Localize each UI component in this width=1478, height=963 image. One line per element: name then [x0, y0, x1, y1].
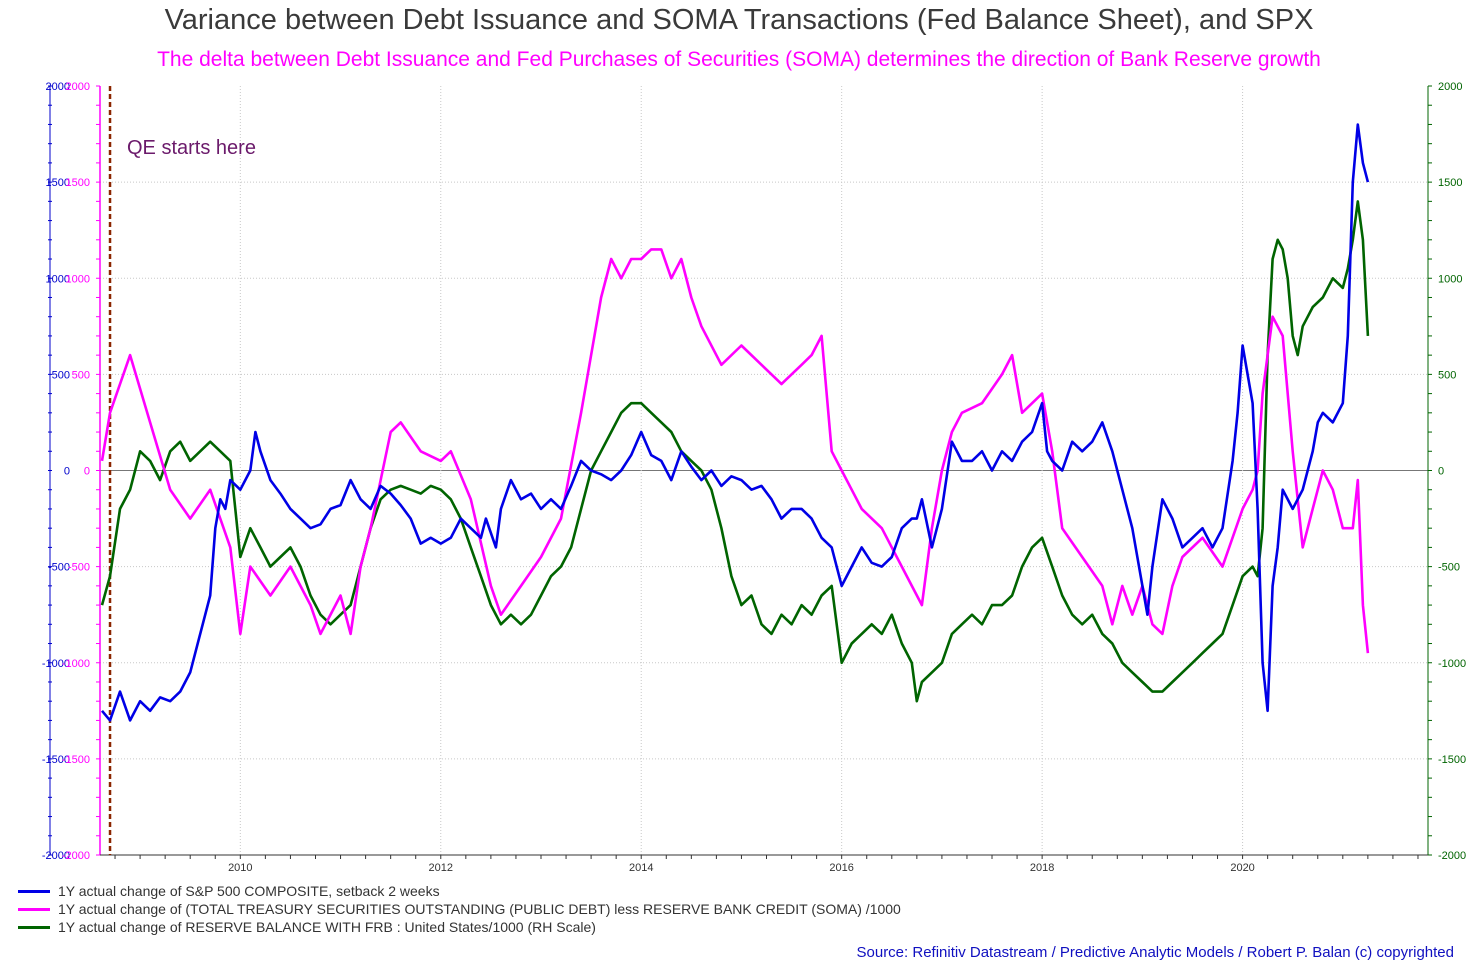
legend-item-reserves: 1Y actual change of RESERVE BALANCE WITH… — [18, 918, 901, 936]
chart-title: Variance between Debt Issuance and SOMA … — [164, 4, 1314, 36]
legend-item-spx: 1Y actual change of S&P 500 COMPOSITE, s… — [18, 882, 901, 900]
source-credit: Source: Refinitiv Datastream / Predictiv… — [856, 944, 1455, 961]
x-tick-label: 2016 — [829, 862, 853, 874]
left2-tick-label: -2000 — [62, 850, 90, 862]
qe-annotation: QE starts here — [127, 137, 256, 159]
right-tick-label: -1000 — [1438, 658, 1466, 670]
right-tick-label: 1000 — [1438, 273, 1462, 285]
left-tick-label: 2000 — [46, 81, 70, 93]
left2-tick-label: -1000 — [62, 658, 90, 670]
x-tick-label: 2010 — [228, 862, 252, 874]
legend-swatch-delta — [18, 907, 50, 911]
right-tick-label: 1500 — [1438, 177, 1462, 189]
legend-item-delta: 1Y actual change of (TOTAL TREASURY SECU… — [18, 900, 901, 918]
x-tick-label: 2014 — [629, 862, 653, 874]
left-tick-label: 1000 — [46, 273, 70, 285]
right-tick-label: -2000 — [1438, 850, 1466, 862]
legend-label-delta: 1Y actual change of (TOTAL TREASURY SECU… — [58, 901, 901, 917]
left-tick-label: 1500 — [46, 177, 70, 189]
series-delta-line — [100, 248, 1370, 654]
right-tick-label: 500 — [1438, 369, 1456, 381]
left2-tick-label: 0 — [84, 466, 90, 478]
left2-tick-label: -1500 — [62, 754, 90, 766]
left2-tick-label: 500 — [72, 369, 90, 381]
legend: 1Y actual change of S&P 500 COMPOSITE, s… — [18, 882, 901, 936]
legend-label-spx: 1Y actual change of S&P 500 COMPOSITE, s… — [58, 883, 440, 899]
series-reserves-line — [100, 200, 1370, 703]
left2-tick-label: -500 — [68, 562, 90, 574]
left-tick-label: -500 — [48, 562, 70, 574]
chart-subtitle: The delta between Debt Issuance and Fed … — [157, 48, 1321, 71]
right-tick-label: -500 — [1438, 562, 1460, 574]
legend-label-reserves: 1Y actual change of RESERVE BALANCE WITH… — [58, 919, 596, 935]
left-tick-label: 0 — [64, 466, 70, 478]
x-tick-label: 2020 — [1230, 862, 1254, 874]
x-tick-label: 2018 — [1030, 862, 1054, 874]
right-tick-label: 2000 — [1438, 81, 1462, 93]
legend-swatch-spx — [18, 889, 50, 893]
left-tick-label: -2000 — [42, 850, 70, 862]
left2-tick-label: 1500 — [66, 177, 90, 189]
left-tick-label: -1000 — [42, 658, 70, 670]
series-spx-line — [101, 123, 1370, 722]
x-tick-label: 2012 — [429, 862, 453, 874]
left2-tick-label: 1000 — [66, 273, 90, 285]
left2-tick-label: 2000 — [66, 81, 90, 93]
left-tick-label: 500 — [52, 369, 70, 381]
right-tick-label: -1500 — [1438, 754, 1466, 766]
left-tick-label: -1500 — [42, 754, 70, 766]
right-tick-label: 0 — [1438, 466, 1444, 478]
legend-swatch-reserves — [18, 925, 50, 929]
